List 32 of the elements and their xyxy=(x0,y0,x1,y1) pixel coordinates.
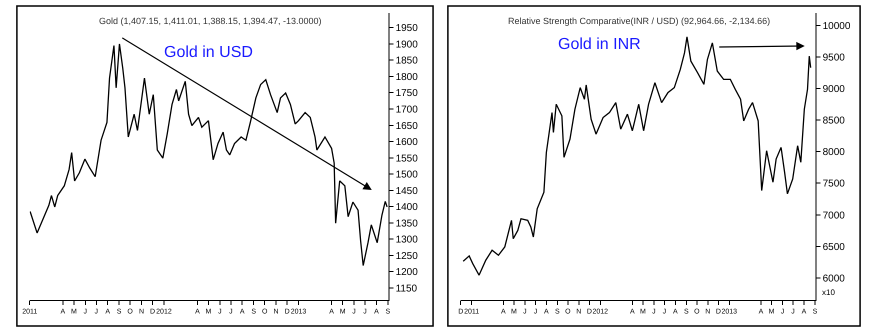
line-series xyxy=(462,36,812,276)
y-tick-label: 1350 xyxy=(396,218,418,230)
y-tick-label: 1150 xyxy=(396,283,418,294)
y-tick-label: 1600 xyxy=(396,137,418,148)
y-tick-label: 1850 xyxy=(396,56,418,67)
y-tick-label: 1950 xyxy=(396,23,418,34)
text: x10 xyxy=(822,288,836,297)
y-tick-label: 1800 xyxy=(396,72,418,83)
y-tick-label: 1450 xyxy=(396,186,418,197)
y-tick-label: 1750 xyxy=(396,88,418,100)
y-tick-label: 6500 xyxy=(822,242,846,253)
annotation: Gold in INR xyxy=(558,36,641,53)
y-tick-label: 8000 xyxy=(822,147,846,158)
chart-title: Relative Strength Comparative(INR / USD) (92,964.66, -2,134.66) xyxy=(508,16,770,26)
y-tick-label: 1700 xyxy=(396,104,418,116)
y-tick-label: 9500 xyxy=(822,52,846,64)
y-tick-label: 9000 xyxy=(822,84,846,96)
y-tick-label: 1550 xyxy=(396,153,418,164)
y-tick-label: 1900 xyxy=(396,39,418,50)
y-tick-label: 1650 xyxy=(396,120,418,132)
y-tick-label: 7000 xyxy=(822,210,846,222)
y-tick-label: 1300 xyxy=(396,234,418,246)
chart-title: Gold (1,407.15, 1,411.01, 1,388.15, 1,394.47, -13.0000) xyxy=(99,16,322,26)
y-tick-label: 1500 xyxy=(396,170,418,181)
y-tick-label: 8500 xyxy=(822,116,846,127)
y-tick-label: 7500 xyxy=(822,178,846,190)
y-tick-label: 6000 xyxy=(822,273,846,284)
y-tick-label: 1400 xyxy=(396,202,418,214)
y-tick-label: 1200 xyxy=(396,267,418,278)
annotation: Gold in USD xyxy=(164,44,253,61)
y-tick-label: 10000 xyxy=(822,21,851,32)
y-tick-label: 1250 xyxy=(396,250,418,262)
